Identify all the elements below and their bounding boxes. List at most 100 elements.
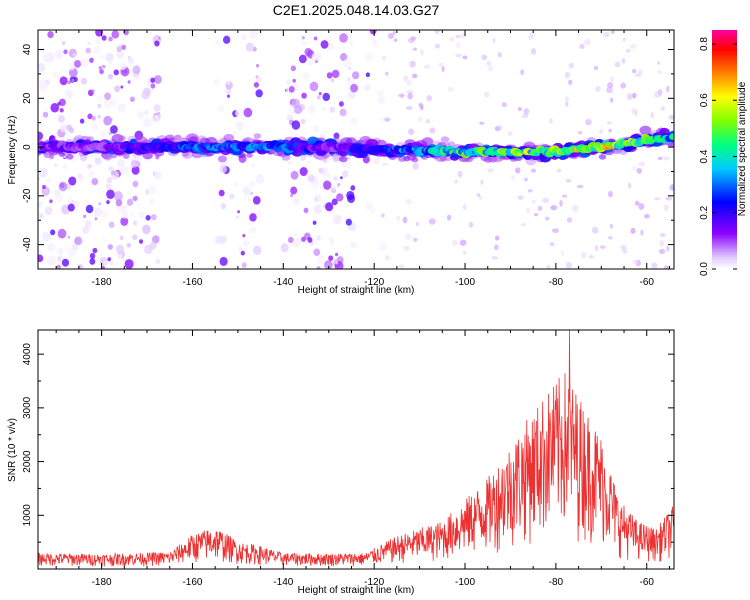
spectrogram-noise-blob xyxy=(420,49,424,56)
spectrogram-noise-blob xyxy=(462,55,468,60)
spectrogram-noise-blob xyxy=(456,42,461,49)
spectrogram-noise-blob xyxy=(301,36,305,40)
spectrogram-noise-blob xyxy=(57,256,62,262)
spectrogram-noise-blob xyxy=(240,250,245,256)
spectrogram-noise-blob xyxy=(591,226,599,234)
spectrogram-noise-blob xyxy=(333,214,342,225)
colorbar-tick-label: 0.6 xyxy=(699,93,710,107)
spectrogram-noise-blob xyxy=(50,103,59,113)
spectrogram-noise-blob xyxy=(373,157,381,165)
spectrogram-noise-blob xyxy=(566,262,571,269)
spectrogram-noise-blob xyxy=(316,95,321,100)
spectrogram-noise-blob xyxy=(299,167,308,177)
spectrogram-ylabel: Frequency (Hz) xyxy=(7,116,18,185)
spectrogram-noise-blob xyxy=(142,118,152,128)
spectrogram-noise-blob xyxy=(149,198,154,203)
spectrogram-noise-blob xyxy=(280,243,289,253)
spectrogram-noise-blob xyxy=(350,117,358,126)
spectrogram-noise-blob xyxy=(248,222,253,227)
spectrogram-noise-blob xyxy=(43,53,52,63)
spectrogram-noise-blob xyxy=(342,170,349,178)
spectrogram-noise-blob xyxy=(117,205,126,214)
spectrogram-noise-blob xyxy=(665,196,673,201)
spectrogram-noise-blob xyxy=(120,165,129,175)
spectrogram-carrier-blob xyxy=(339,155,348,163)
spectrogram-noise-blob xyxy=(446,214,452,221)
spectrogram-noise-blob xyxy=(523,108,530,115)
spectrogram-noise-blob xyxy=(49,199,53,204)
spectrogram-noise-blob xyxy=(67,248,76,258)
spectrogram-noise-blob xyxy=(398,264,405,269)
spectrogram-noise-blob xyxy=(115,199,123,207)
spectrogram-ytick-label: 20 xyxy=(22,92,33,104)
spectrogram-noise-blob xyxy=(426,95,433,102)
spectrogram-noise-blob xyxy=(151,114,160,124)
spectrogram-noise-blob xyxy=(252,195,261,205)
spectrogram-noise-blob xyxy=(313,240,317,245)
spectrogram-noise-blob xyxy=(66,124,73,131)
spectrogram-noise-blob xyxy=(606,86,613,94)
spectrogram-noise-blob xyxy=(47,31,54,39)
spectrogram-noise-blob xyxy=(65,246,70,251)
spectrogram-noise-blob xyxy=(85,204,94,214)
spectrogram-noise-blob xyxy=(400,93,405,99)
spectrogram-noise-blob xyxy=(593,65,599,70)
spectrogram-noise-blob xyxy=(94,217,98,221)
spectrogram-noise-blob xyxy=(95,30,103,37)
spectrogram-noise-blob xyxy=(520,223,526,227)
spectrogram-noise-blob xyxy=(132,195,138,202)
spectrogram-noise-blob xyxy=(511,175,515,180)
spectrogram-noise-blob xyxy=(331,198,338,206)
spectrogram-noise-blob xyxy=(329,106,336,113)
spectrogram-noise-blob xyxy=(42,184,46,190)
spectrogram-noise-blob xyxy=(488,65,494,72)
spectrogram-xtick-label: -100 xyxy=(455,277,475,288)
spectrogram-noise-blob xyxy=(102,266,105,269)
spectrogram-noise-blob xyxy=(620,82,627,89)
spectrogram-noise-blob xyxy=(108,36,113,42)
spectrogram-noise-blob xyxy=(294,105,303,115)
spectrogram-noise-blob xyxy=(108,221,115,228)
spectrogram-noise-blob xyxy=(659,240,665,247)
spectrogram-noise-blob xyxy=(607,121,612,125)
spectrogram-noise-blob xyxy=(352,71,360,80)
spectrogram-xtick-label: -140 xyxy=(273,277,293,288)
spectrogram-noise-blob xyxy=(249,180,256,188)
spectrogram-noise-blob xyxy=(334,185,338,189)
spectrogram-noise-blob xyxy=(130,159,139,168)
spectrogram-noise-blob xyxy=(217,104,225,113)
spectrogram-noise-blob xyxy=(121,44,127,50)
spectrogram-noise-blob xyxy=(100,130,107,138)
spectrogram-noise-blob xyxy=(219,165,227,174)
spectrogram-noise-blob xyxy=(599,129,603,134)
spectrogram-noise-blob xyxy=(313,125,320,133)
spectrogram-noise-blob xyxy=(148,202,152,206)
spectrogram-noise-blob xyxy=(101,35,107,41)
spectrogram-noise-blob xyxy=(109,61,112,66)
spectrogram-noise-blob xyxy=(255,174,265,185)
spectrogram-noise-blob xyxy=(302,41,306,45)
spectrogram-noise-blob xyxy=(521,114,529,119)
spectrogram-noise-blob xyxy=(434,30,440,35)
snr-xtick-label: -120 xyxy=(364,577,384,588)
spectrogram-noise-blob xyxy=(413,237,418,242)
spectrogram-noise-blob xyxy=(298,54,307,64)
spectrogram-noise-blob xyxy=(120,85,124,89)
spectrogram-noise-blob xyxy=(235,215,239,220)
spectrogram-noise-blob xyxy=(105,52,114,62)
snr-ytick-label: 2000 xyxy=(22,450,33,473)
snr-xtick-label: -160 xyxy=(182,577,202,588)
spectrogram-noise-blob xyxy=(662,156,670,161)
spectrogram-noise-blob xyxy=(38,131,44,141)
spectrogram-noise-blob xyxy=(77,173,83,180)
spectrogram-noise-blob xyxy=(232,130,237,135)
spectrogram-noise-blob xyxy=(479,121,485,125)
spectrogram-carrier-blob xyxy=(253,133,262,139)
spectrogram-carrier-blob xyxy=(598,154,607,160)
spectrogram-noise-blob xyxy=(292,197,300,206)
spectrogram-noise-blob xyxy=(61,258,70,267)
spectrogram-noise-blob xyxy=(348,90,356,99)
spectrogram-noise-blob xyxy=(108,166,114,173)
spectrogram-noise-blob xyxy=(407,92,413,100)
spectrogram-ytick-label: -20 xyxy=(22,188,33,203)
